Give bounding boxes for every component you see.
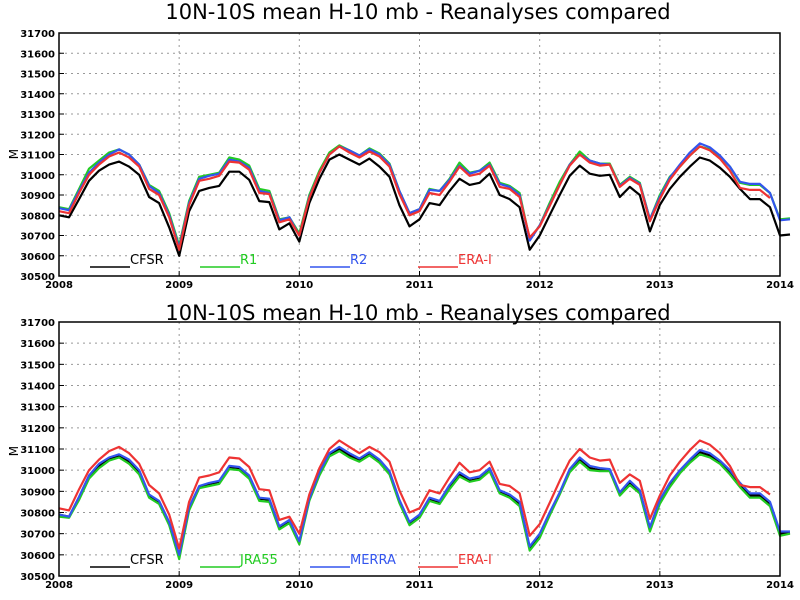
chart-title: 10N-10S mean H-10 mb - Reanalyses compar… <box>165 301 670 325</box>
series-line-r2 <box>58 142 791 249</box>
x-tick-label: 2009 <box>165 280 193 291</box>
y-tick-label: 31000 <box>20 466 55 477</box>
y-tick-label: 30600 <box>20 252 55 263</box>
series-line-cfsr <box>58 447 791 559</box>
x-tick-label: 2010 <box>285 280 313 291</box>
y-tick-label: 30600 <box>20 551 55 562</box>
x-tick-label: 2008 <box>45 580 73 591</box>
y-tick-label: 31500 <box>20 360 55 371</box>
y-tick-label: 30700 <box>20 232 55 243</box>
series-line-era-i <box>58 439 771 550</box>
y-tick-label: 31200 <box>20 424 55 435</box>
x-tick-label: 2013 <box>646 580 674 591</box>
x-tick-label: 2013 <box>646 280 674 291</box>
y-tick-label: 30500 <box>20 572 55 583</box>
y-tick-label: 31500 <box>20 70 55 81</box>
y-tick-label: 31400 <box>20 90 55 101</box>
legend-label-r2: R2 <box>350 253 367 268</box>
legend-label-jra55: JRA55 <box>239 553 278 568</box>
x-tick-label: 2014 <box>766 280 794 291</box>
x-tick-label: 2011 <box>406 280 434 291</box>
y-tick-label: 31700 <box>20 318 55 329</box>
y-tick-label: 31600 <box>20 339 55 350</box>
y-tick-label: 31700 <box>20 29 55 40</box>
y-tick-label: 31000 <box>20 171 55 182</box>
legend-label-r1: R1 <box>240 253 257 268</box>
y-tick-label: 31400 <box>20 382 55 393</box>
y-tick-label: 30800 <box>20 509 55 520</box>
y-tick-label: 31300 <box>20 403 55 414</box>
legend-label-merra: MERRA <box>350 553 396 568</box>
chart-title: 10N-10S mean H-10 mb - Reanalyses compar… <box>165 0 670 24</box>
y-tick-label: 31300 <box>20 110 55 121</box>
y-tick-label: 31200 <box>20 130 55 141</box>
y-tick-label: 30700 <box>20 530 55 541</box>
y-tick-label: 30500 <box>20 272 55 283</box>
chart-panel-top: 10N-10S mean H-10 mb - Reanalyses compar… <box>7 0 794 291</box>
x-tick-label: 2014 <box>766 580 794 591</box>
legend-label-era-i: ERA-I <box>458 553 492 568</box>
y-tick-label: 31600 <box>20 49 55 60</box>
legend-label-era-i: ERA-I <box>458 253 492 268</box>
x-tick-label: 2012 <box>526 580 554 591</box>
y-tick-label: 30900 <box>20 191 55 202</box>
y-tick-label: 30800 <box>20 211 55 222</box>
y-tick-label: 30900 <box>20 487 55 498</box>
series-line-era-i <box>58 145 771 251</box>
series-line-cfsr <box>58 153 791 257</box>
y-tick-label: 31100 <box>20 445 55 456</box>
x-tick-label: 2008 <box>45 280 73 291</box>
legend-label-cfsr: CFSR <box>130 253 164 268</box>
x-tick-label: 2012 <box>526 280 554 291</box>
y-tick-label: 31100 <box>20 151 55 162</box>
y-axis-label: M <box>7 149 21 159</box>
legend-label-cfsr: CFSR <box>130 553 164 568</box>
chart-panel-bottom: 10N-10S mean H-10 mb - Reanalyses compar… <box>7 301 794 591</box>
series-line-merra <box>58 445 790 556</box>
y-axis-label: M <box>7 446 21 456</box>
x-tick-label: 2010 <box>285 580 313 591</box>
x-tick-label: 2011 <box>406 580 434 591</box>
x-tick-label: 2009 <box>165 580 193 591</box>
